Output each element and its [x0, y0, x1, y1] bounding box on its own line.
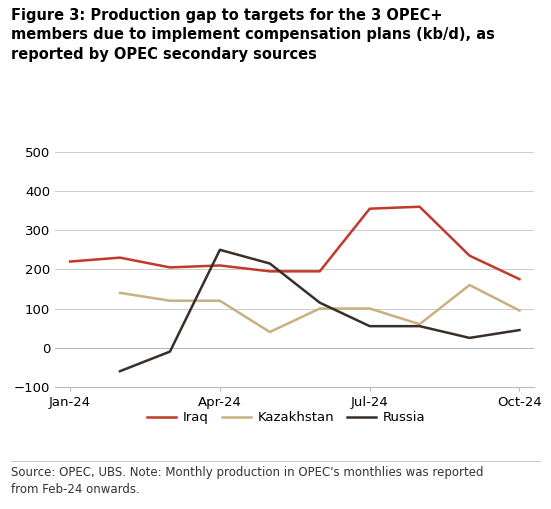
Text: Source: OPEC, UBS. Note: Monthly production in OPEC's monthlies was reported
fro: Source: OPEC, UBS. Note: Monthly product…: [11, 466, 484, 496]
Legend: Iraq, Kazakhstan, Russia: Iraq, Kazakhstan, Russia: [142, 406, 431, 430]
Text: Figure 3: Production gap to targets for the 3 OPEC+
members due to implement com: Figure 3: Production gap to targets for …: [11, 8, 495, 62]
